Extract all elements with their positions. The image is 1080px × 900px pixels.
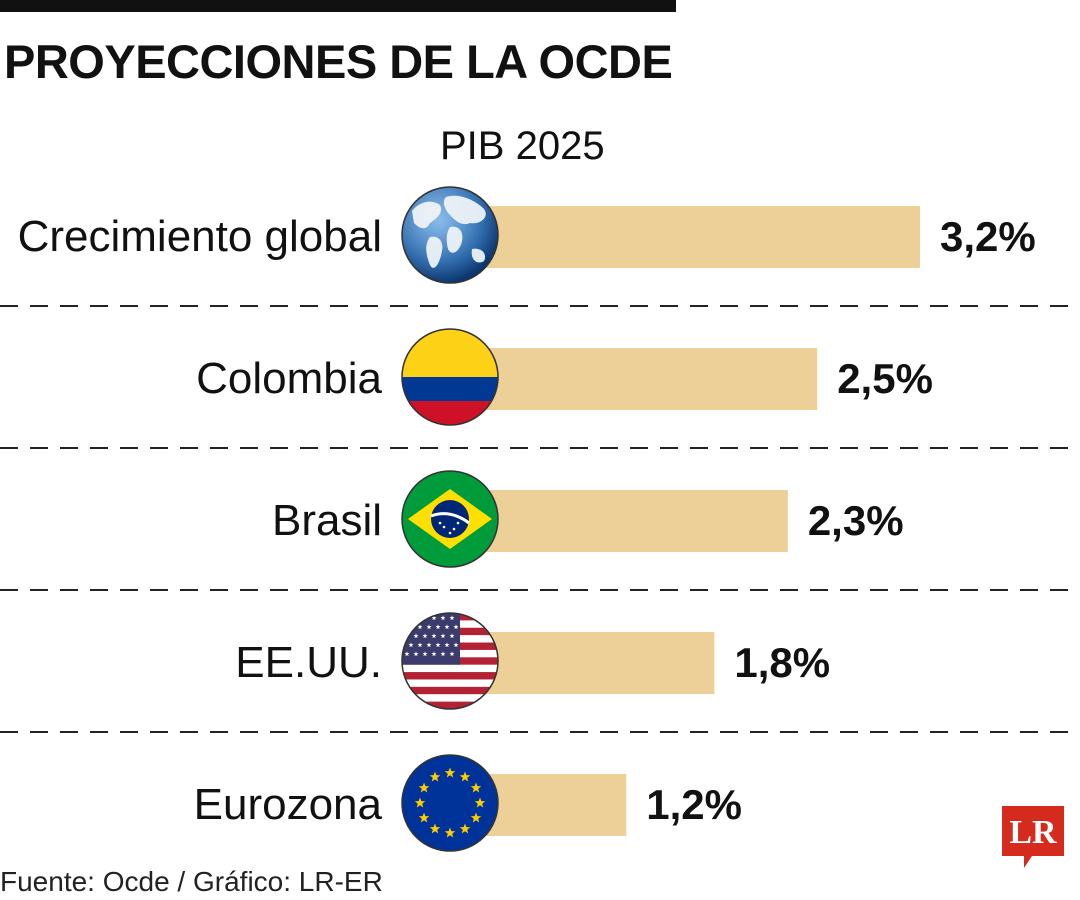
star-icon [426,624,432,630]
star-icon [429,823,441,834]
star-dot [452,527,456,531]
star-icon [414,797,426,808]
lr-logo-shape [1002,806,1064,868]
category-label: EE.UU. [235,638,382,687]
category-label: Eurozona [194,780,383,829]
chart-subtitle: PIB 2025 [440,124,605,168]
star-icon [470,812,482,823]
chart-row: Eurozona 1,2% [0,731,1080,852]
stripe-blue [402,377,498,401]
value-label: 1,2% [646,781,742,828]
stripe [402,694,498,702]
star-icon [470,782,482,793]
star-icon [426,642,432,648]
star-icon [408,624,414,630]
globe-shine [402,187,498,283]
stripe [402,701,498,709]
star-icon [417,642,423,648]
stripe-yellow [402,329,498,377]
chart-row: Crecimiento global 3,2% [18,186,1036,284]
star-icon [422,651,428,657]
chart-row: Colombia 2,5% [0,305,1080,426]
star-icon [440,651,446,657]
star-icon [444,624,450,630]
globe-icon [401,186,499,284]
colombia-flag-icon [401,328,499,426]
star-dot [456,521,460,525]
brazil-flag-icon [401,470,499,568]
star-icon [449,651,455,657]
star-icon [413,633,419,639]
lr-logo: LR [1002,806,1064,868]
source-note: Fuente: Ocde / Gráfico: LR-ER [0,866,383,897]
value-label: 2,5% [837,355,933,402]
icon-outline [401,754,499,852]
star-icon [431,615,437,621]
star-icon [431,651,437,657]
star-dot [438,521,442,525]
star-icon [413,615,419,621]
stripe [402,664,498,673]
canton [402,613,460,665]
star-icon [444,827,456,838]
icon-outline [401,612,499,710]
value-label: 3,2% [940,213,1036,260]
star-icon [474,797,486,808]
bar [450,206,920,268]
bar [450,348,818,410]
globe-blue [431,500,469,538]
motto-band [430,512,470,525]
stripe [402,686,498,695]
star-icon [435,642,441,648]
star-icon [435,624,441,630]
category-label: Brasil [272,496,382,545]
stripe-red [402,401,498,425]
value-label: 2,3% [808,497,904,544]
top-rule [0,0,676,12]
star-icon [418,782,430,793]
category-label: Crecimiento global [18,212,382,261]
icon-outline [401,328,499,426]
star-icon [444,767,456,778]
star-icon [449,615,455,621]
star-icon [417,624,423,630]
star-icon [422,633,428,639]
star-icon [440,615,446,621]
star-icon [429,771,441,782]
stripe [402,672,498,680]
star-icon [440,633,446,639]
star-icon [418,812,430,823]
star-icon [453,642,459,648]
star-icon [408,642,414,648]
usa-flag-icon [401,612,499,710]
field-blue [402,755,498,851]
star-icon [459,771,471,782]
chart-title: PROYECCIONES DE LA OCDE [4,35,673,88]
value-label: 1,8% [734,639,830,686]
icon-outline [401,470,499,568]
stripe [402,679,498,688]
chart-row: Brasil 2,3% [0,447,1080,568]
star-icon [404,651,410,657]
icon-outline [401,186,499,284]
bar-chart: Crecimiento global 3,2% Colombia 2,5% Brasil… [0,186,1080,852]
lr-logo-text: LR [1009,814,1057,851]
flag-body [402,471,498,567]
category-label: Colombia [196,354,382,403]
star-dot [442,525,446,529]
eu-flag-icon [401,754,499,852]
star-dot [448,531,452,535]
chart-row: EE.UU. 1,8% [0,589,1080,710]
star-icon [459,823,471,834]
star-icon [431,633,437,639]
star-icon [404,615,410,621]
bar [450,490,788,552]
star-icon [413,651,419,657]
star-icon [449,633,455,639]
star-icon [444,642,450,648]
star-icon [453,624,459,630]
